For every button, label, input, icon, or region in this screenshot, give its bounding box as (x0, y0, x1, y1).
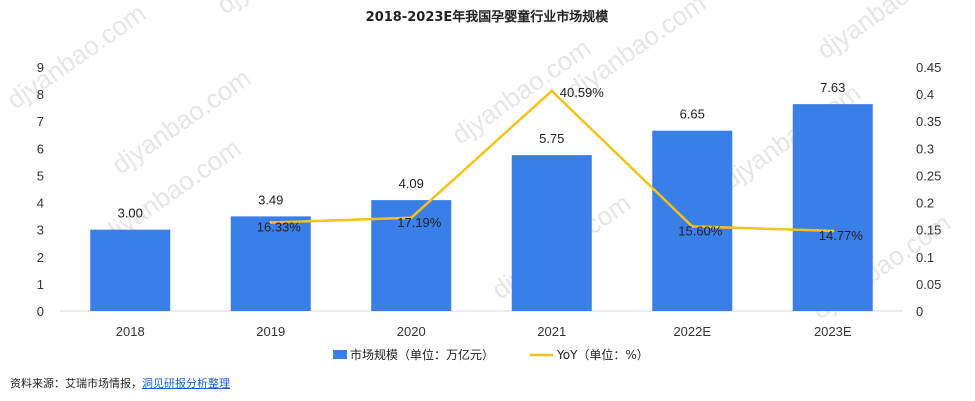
yoy-data-label: 40.59% (560, 85, 605, 100)
bar-data-labels: 3.00 3.49 4.09 5.75 6.65 7.63 (118, 80, 846, 221)
bar-data-label: 6.65 (680, 107, 705, 122)
bar-data-label: 3.49 (258, 192, 283, 207)
left-axis-tick: 7 (37, 114, 44, 129)
yoy-point (269, 220, 273, 224)
bar-data-label: 5.75 (539, 131, 564, 146)
left-axis-tick: 4 (37, 196, 44, 211)
yoy-point (409, 216, 413, 220)
right-axis-tick: 0.05 (916, 277, 941, 292)
legend-swatch-bar (333, 350, 347, 359)
yoy-data-label: 15.60% (678, 223, 723, 238)
source-link[interactable]: 洞见研报分析整理 (142, 377, 230, 390)
source-note: 资料来源：艾瑞市场情报，洞见研报分析整理 (10, 375, 230, 391)
bar-series (90, 104, 873, 312)
left-axis-tick: 8 (37, 87, 44, 102)
bar-data-label: 4.09 (399, 176, 424, 191)
x-axis-tick: 2023E (814, 324, 852, 339)
right-axis-tick: 0.1 (916, 250, 934, 265)
bar (792, 104, 873, 312)
watermark-text: djyanbao.com (811, 0, 961, 65)
chart-title: 2018-2023E年我国孕婴童行业市场规模 (366, 9, 610, 25)
right-axis-tick: 0.4 (916, 87, 934, 102)
left-axis-tick: 9 (37, 60, 44, 75)
yoy-point (690, 224, 694, 228)
right-axis-tick: 0.2 (916, 196, 934, 211)
left-axis-tick: 6 (37, 141, 44, 156)
right-axis-tick: 0.3 (916, 141, 934, 156)
left-y-axis: 0 1 2 3 4 5 6 7 8 9 (37, 60, 44, 319)
bar-data-label: 3.00 (118, 206, 143, 221)
left-axis-tick: 3 (37, 223, 44, 238)
watermark-text: djyanbao.com (211, 0, 361, 20)
right-axis-tick: 0.15 (916, 223, 941, 238)
bar (230, 216, 311, 311)
left-axis-tick: 2 (37, 250, 44, 265)
bar (652, 130, 733, 311)
x-axis-tick: 2019 (256, 324, 285, 339)
line-series (269, 89, 835, 233)
left-axis-tick: 1 (37, 277, 44, 292)
x-axis: 2018 2019 2020 2021 2022E 2023E (116, 324, 852, 339)
yoy-data-label: 14.77% (819, 228, 864, 243)
x-axis-tick: 2022E (673, 324, 711, 339)
x-axis-tick: 2018 (116, 324, 145, 339)
watermark-text: djyanbao.com (1, 0, 151, 115)
right-y-axis: 0 0.05 0.1 0.15 0.2 0.25 0.3 0.35 0.4 0.45 (916, 60, 941, 319)
yoy-data-label: 16.33% (257, 219, 302, 234)
bar-data-label: 7.63 (820, 80, 845, 95)
right-axis-tick: 0.45 (916, 60, 941, 75)
left-axis-tick: 5 (37, 168, 44, 183)
legend-label-bar: 市场规模（单位：万亿元） (350, 347, 494, 362)
line-data-labels: 16.33% 17.19% 40.59% 15.60% 14.77% (257, 85, 864, 243)
right-axis-tick: 0.35 (916, 114, 941, 129)
right-axis-tick: 0.25 (916, 168, 941, 183)
yoy-data-label: 17.19% (397, 215, 442, 230)
legend: 市场规模（单位：万亿元） YoY（单位：%） (333, 347, 649, 362)
right-axis-tick: 0 (916, 304, 923, 319)
bar (511, 155, 592, 311)
yoy-point (550, 89, 554, 93)
yoy-point (831, 229, 835, 233)
x-axis-tick: 2020 (397, 324, 426, 339)
source-prefix: 资料来源：艾瑞市场情报， (10, 377, 142, 390)
left-axis-tick: 0 (37, 304, 44, 319)
bar (90, 229, 171, 311)
x-axis-tick: 2021 (537, 324, 566, 339)
legend-label-line: YoY（单位：%） (556, 347, 649, 362)
